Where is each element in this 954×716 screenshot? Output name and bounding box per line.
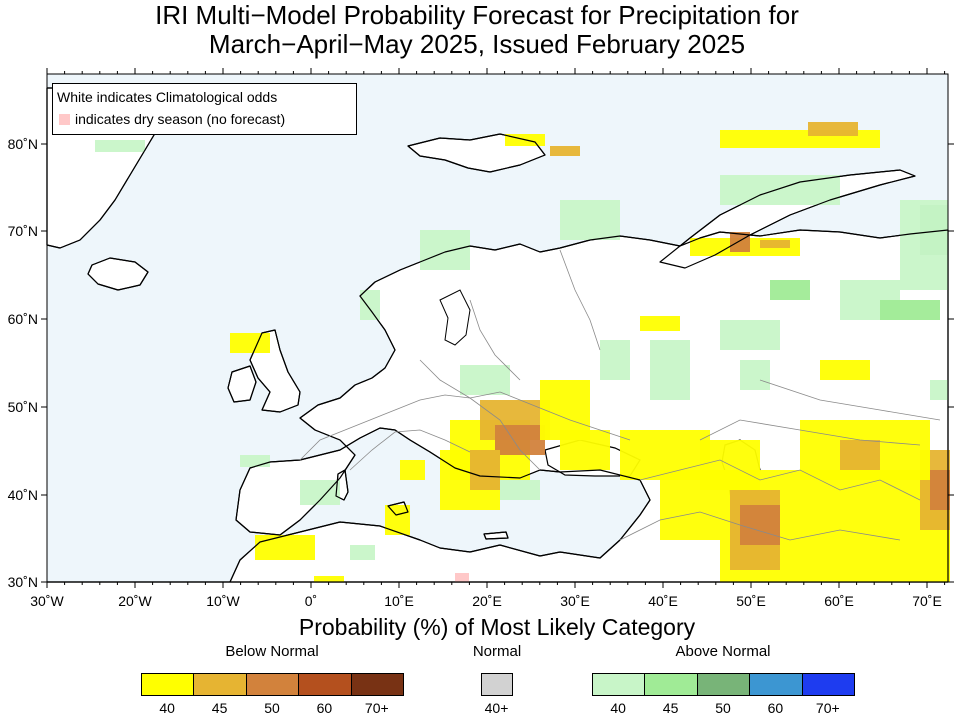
eurasia-land-outline [46,229,949,583]
forecast-cell [560,430,610,470]
below-tick: 50 [264,700,280,716]
forecast-cell [230,333,270,353]
corsica-sardinia-land-outline [335,469,349,501]
longitude-labels: 30˚W 20˚W 10˚W 0˚ 10˚E 20˚E 30˚E 40˚E 50˚E 60˚E 70… [30,593,942,609]
below-tick: 60 [316,700,333,716]
legend-title: Probability (%) of Most Likely Category [298,614,696,640]
forecast-cell [560,200,620,240]
forecast-cell [730,232,750,252]
latitude-labels: 80˚N 70˚N 60˚N 50˚N 40˚N 30˚N [8,136,38,590]
forecast-cell [385,505,410,535]
below-swatch [350,673,404,696]
forecast-cell [470,450,500,490]
forecast-cell [900,200,948,290]
forecast-cell [350,545,375,560]
forecast-cell [650,340,690,400]
normal-tick: 40+ [484,700,509,716]
below-swatch [141,673,195,696]
above-tick: 40 [610,700,626,716]
lon-label: 40˚E [648,593,678,609]
forecast-cell [760,240,790,248]
forecast-cell [880,300,940,320]
britain-land-outline [249,329,301,413]
note-box: White indicates Climatological odds indi… [52,83,357,135]
forecast-cell [930,380,948,400]
lat-label: 70˚N [8,223,38,239]
iceland-land-outline [87,257,149,291]
forecast-cell [740,505,780,545]
baltic-sea [439,289,471,346]
lat-label: 60˚N [8,311,38,327]
above-tick: 50 [715,700,731,716]
forecast-cell [460,365,510,395]
map-title-line2: March−April−May 2025, Issued February 20… [208,29,746,59]
lat-label: 40˚N [8,487,38,503]
forecast-cell [640,316,680,331]
svalbard-land-outline [407,133,546,173]
lon-label: 60˚E [824,593,854,609]
above-swatch [644,673,698,696]
lat-label: 50˚N [8,399,38,415]
forecast-cell [808,122,858,136]
forecast-cells [95,122,950,582]
forecast-cell [600,340,630,380]
normal-swatch [481,673,513,696]
above-tick: 70+ [815,700,840,716]
lon-label: 50˚E [736,593,766,609]
above-swatch [592,673,646,696]
forecast-cell [360,290,380,320]
forecast-cell [400,460,425,480]
below-tick: 70+ [364,700,389,716]
forecast-cell [720,175,840,205]
lon-label: 30˚E [560,593,590,609]
dry-season-swatch [59,114,70,125]
lat-label: 30˚N [8,574,38,590]
lon-label: 20˚E [472,593,502,609]
lon-label: 30˚W [30,593,64,609]
below-swatch [298,673,352,696]
lat-label: 80˚N [8,136,38,152]
forecast-cell [770,280,810,300]
lon-label: 70˚E [912,593,942,609]
above-swatch [801,673,855,696]
lon-label: 10˚W [206,593,240,609]
below-swatch [245,673,300,696]
forecast-cell [255,535,315,560]
forecast-cell [720,320,780,350]
forecast-cell [314,576,344,582]
legend-below-label: Below Normal [225,643,319,660]
forecast-cell [740,360,770,390]
forecast-cell [550,146,580,156]
novaya-zemlya-land-outline [659,169,916,269]
forecast-cell [500,480,540,500]
above-swatch [696,673,751,696]
forecast-cell [240,455,270,467]
crete-land-outline [483,531,509,540]
sicily-land-outline [387,501,409,516]
forecast-cell [420,230,470,270]
lon-label: 0˚ [305,593,317,609]
above-tick: 60 [767,700,784,716]
map-title-line1: IRI Multi−Model Probability Forecast for… [155,0,799,30]
forecast-cell [840,440,880,470]
map-frame [46,73,949,583]
country-borders [299,249,941,541]
legend-above-label: Above Normal [675,643,771,660]
legend-normal-label: Normal [472,643,522,660]
below-tick: 45 [211,700,228,716]
note-climatological: White indicates Climatological odds [57,89,278,105]
above-tick: 45 [662,700,679,716]
lon-label: 20˚W [118,593,152,609]
forecast-cell [930,470,950,510]
lon-label: 10˚E [384,593,414,609]
below-swatch [193,673,247,696]
forecast-cell [820,360,870,380]
forecast-cell [95,140,145,152]
above-swatch [749,673,803,696]
dry-season-cell [455,573,469,582]
note-dry-season: indicates dry season (no forecast) [75,111,286,127]
below-tick: 40 [159,700,175,716]
ireland-land-outline [227,365,257,403]
